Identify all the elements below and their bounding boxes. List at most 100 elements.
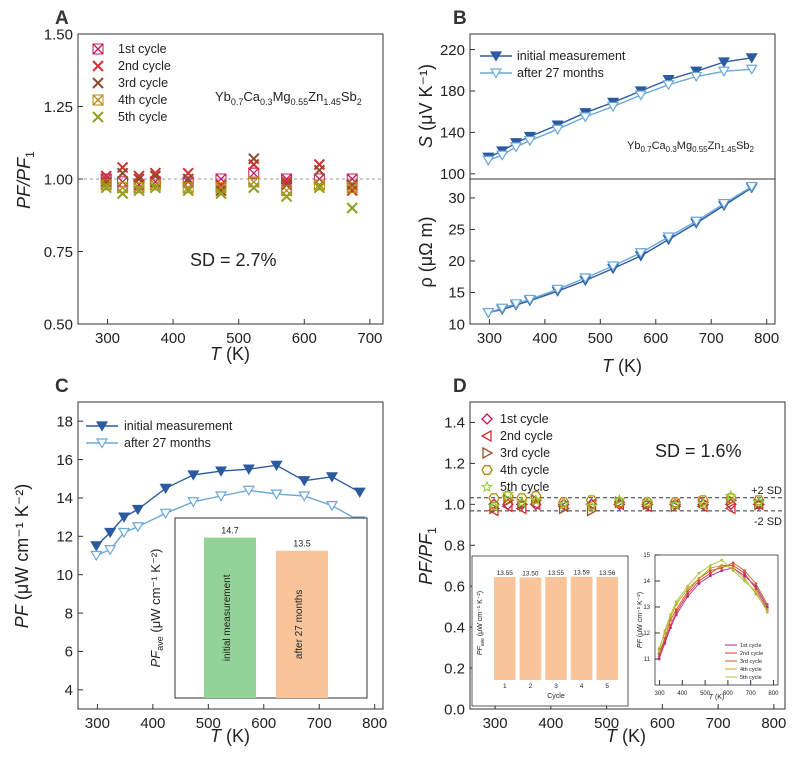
panel-c-ytick-label: 12 — [56, 529, 73, 546]
panel-d: D 300 400 500 600 700 800 0.0 0.2 0.4 0.6 0.8 1.0 1.… — [416, 376, 786, 746]
panel-c-legend-marker — [95, 421, 109, 432]
panel-c-point — [353, 487, 366, 498]
panel-a-legend-label: 3rd cycle — [118, 76, 168, 90]
panel-d-xlabel: T (K) — [606, 726, 646, 746]
panel-c-frame — [77, 401, 384, 710]
panel-b-top-point — [690, 71, 703, 83]
panel-c-inset-bar-label: 14.7 — [221, 526, 239, 536]
panel-c-ytick-label: 14 — [56, 490, 73, 507]
panel-d-legend-marker — [480, 429, 492, 443]
panel-d-inset-bar-label: 13.56 — [599, 570, 616, 577]
panel-a-xtick-label: 400 — [161, 330, 186, 347]
panel-d-ticks: 300 400 500 600 700 800 0.0 0.2 0.4 0.6 0.8 1.0 1.2 1… — [444, 415, 786, 732]
panel-a-point-5 — [313, 181, 326, 194]
panel-d-point-4 — [502, 491, 514, 502]
panel-d-xtick-label: 400 — [538, 715, 563, 732]
panel-d-inset-line-xtick-label: 600 — [723, 691, 734, 697]
panel-d-inset-point — [697, 577, 701, 580]
panel-d-inset-point — [697, 582, 701, 585]
panel-b-bottom-ytick-label: 25 — [448, 222, 465, 239]
panel-d-frame — [469, 401, 786, 710]
panel-d-inset-category: 4 — [580, 683, 584, 690]
panel-d-xtick-label: 600 — [650, 715, 675, 732]
panel-b-bottom-point — [634, 248, 647, 259]
panel-b-bottom-point — [523, 294, 536, 306]
panel-d-sd-label: +2 SD — [751, 485, 782, 497]
panel-c-legend-marker — [95, 438, 109, 449]
panel-c-xtick-label: 800 — [362, 715, 387, 732]
panel-b-bottom-xtick-label: 500 — [588, 330, 613, 347]
panel-c-ytick-label: 8 — [65, 605, 73, 622]
panel-a-point-2 — [133, 170, 145, 182]
panel-d-ytick-label: 1.4 — [444, 415, 465, 432]
panel-d-inset-point — [743, 569, 746, 572]
panel-d-inset-bar — [596, 576, 618, 680]
panel-a-legend: 1st cycle 2nd cycle 3rd cycle 4th cycle 5th … — [92, 42, 171, 124]
panel-d-inset-legend-label: 4th cycle — [740, 667, 762, 673]
panel-b-top-point — [496, 150, 509, 161]
panel-d-xtick-label: 700 — [706, 715, 731, 732]
panel-c-xtick-label: 400 — [140, 715, 165, 732]
panel-a-legend-marker — [92, 94, 104, 106]
panel-a-point-5 — [182, 184, 194, 197]
panel-d-point-5 — [529, 493, 542, 506]
panel-b-bottom-line-1 — [488, 187, 753, 314]
panel-d-inset-bar-xlabel: Cycle — [547, 693, 565, 700]
panel-d-point-4 — [488, 493, 500, 504]
panel-d-point-5 — [515, 495, 528, 508]
panel-a-point-4-cross — [182, 182, 194, 194]
panel-a-ytick-label: 0.75 — [44, 244, 73, 261]
panel-b-top-point — [662, 74, 675, 86]
panel-c-ytick-label: 6 — [65, 644, 73, 661]
panel-c-ytick-label: 16 — [56, 452, 73, 469]
panel-a-ytick-label: 1.25 — [44, 99, 73, 116]
panel-b-bottom-point — [690, 216, 703, 227]
panel-b-bottom-xtick-label: 700 — [699, 330, 724, 347]
panel-c-ylabel: PF (μW cm⁻¹ K⁻²) — [12, 484, 32, 628]
panel-d-inset-point — [697, 571, 701, 575]
panel-c-xtick-label: 700 — [307, 715, 332, 732]
panel-d-point-3 — [489, 502, 501, 515]
panel-b-top-point — [717, 57, 731, 68]
panel-d-inset-line-ytick-label: 15 — [643, 553, 650, 559]
panel-d-inset-category: 3 — [554, 683, 558, 690]
panel-d-point-2 — [515, 502, 527, 515]
panel-b-bottom-xtick-label: 600 — [643, 330, 668, 347]
panel-d-point-2 — [487, 504, 499, 517]
panel-b-top-ylabel: S (μV K⁻¹) — [416, 64, 436, 148]
panel-d-point-5 — [585, 499, 598, 512]
panel-a-point-5 — [248, 181, 260, 194]
panel-b-marks — [482, 53, 758, 319]
panel-d-legend-label: 2nd cycle — [500, 429, 553, 443]
panel-a-point-3 — [116, 167, 129, 179]
panel-b-top-ytick-label: 180 — [440, 83, 465, 100]
panel-d-point-1 — [488, 498, 500, 511]
panel-b: B 100 140 180 220 300 400 500 600 700 800 10 15 20 25… — [416, 8, 779, 376]
panel-d-inset-point — [697, 579, 701, 583]
panel-c-legend-label: initial measurement — [124, 419, 233, 433]
panel-d-inset-bar-ylabel: PFave (μW cm⁻¹ K⁻²) — [477, 591, 486, 655]
panel-a-point-1-cross — [313, 173, 325, 185]
panel-d-point-5 — [724, 489, 738, 502]
panel-c-point — [242, 485, 255, 496]
panel-c-point — [270, 489, 283, 500]
panel-d-inset-bar: 13.55 1 13.50 2 13.55 3 13.59 4 13.56 5 Cycle PFave… — [471, 555, 629, 707]
panel-d-point-5 — [613, 493, 626, 506]
panel-c-line-1 — [95, 464, 361, 547]
panel-c-point — [104, 527, 117, 539]
panel-d-legend: 1st cycle 2nd cycle 3rd cycle 4th cycle 5th … — [480, 412, 553, 494]
panel-d-legend-marker — [480, 480, 494, 493]
panel-a-ytick-label: 1.00 — [44, 171, 73, 188]
panel-b-top-point — [690, 66, 703, 77]
panel-c-point — [159, 483, 172, 495]
panel-d-inset-point — [765, 610, 769, 614]
panel-d-point-1 — [725, 498, 737, 511]
panel-d-legend-marker — [481, 465, 493, 475]
panel-c-point — [325, 472, 339, 483]
panel-c-ytick-label: 4 — [65, 682, 73, 699]
panel-d-inset-legend-label: 2nd cycle — [740, 651, 763, 657]
panel-d-inset-category: 1 — [503, 683, 507, 690]
panel-a-point-4-cross — [100, 179, 112, 191]
panel-d-inset-line-xlabel: T (K) — [709, 694, 725, 701]
panel-c-point — [215, 491, 228, 502]
